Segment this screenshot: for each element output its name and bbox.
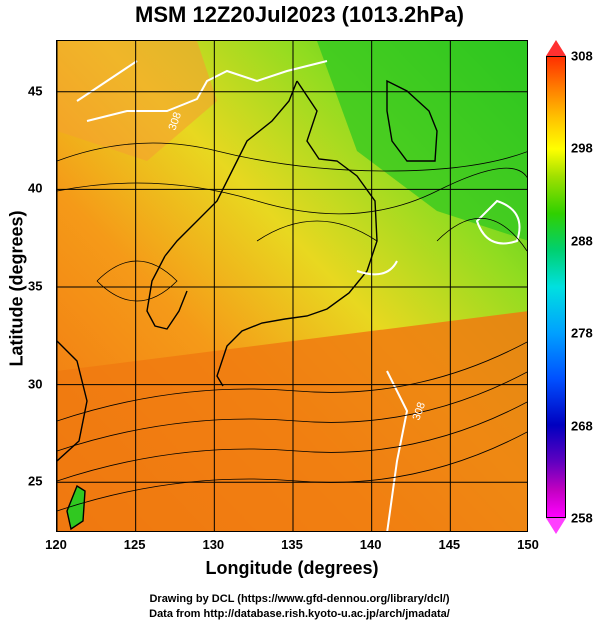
colorbar-min-arrow (546, 518, 566, 534)
warm-continent-region (57, 41, 217, 161)
colorbar-tick-label: 308 (571, 48, 593, 64)
y-tick-label: 25 (28, 473, 43, 489)
warm-sea-region (57, 311, 527, 531)
lat-lon-grid (57, 41, 527, 531)
contour-label-2: 308 (411, 401, 429, 422)
colorbar-tick-label: 268 (571, 418, 593, 434)
colorbar-max-arrow (546, 40, 566, 56)
y-tick-label: 45 (28, 83, 43, 99)
colorbar-tick-label: 288 (571, 233, 593, 249)
x-axis-label: Longitude (degrees) (205, 558, 379, 578)
colorbar-tick-label: 298 (571, 140, 593, 156)
x-tick-label: 140 (359, 537, 382, 552)
cool-north-region (317, 41, 527, 241)
x-tick-label: 130 (202, 537, 225, 552)
credit-data: Data from http://database.rish.kyoto-u.a… (149, 608, 450, 620)
y-tick-label: 30 (28, 376, 43, 392)
x-tick-label: 150 (517, 537, 539, 552)
map-svg: 308 308 (57, 41, 527, 531)
chart-title: MSM 12Z20Jul2023 (1013.2hPa) (135, 2, 464, 27)
x-tick-label: 145 (438, 537, 461, 552)
colorbar-tick-label: 278 (571, 325, 593, 341)
y-tick-label: 35 (28, 278, 43, 294)
y-axis-label: Latitude (degrees) (6, 210, 27, 367)
credit-drawing: Drawing by DCL (https://www.gfd-dennou.o… (149, 593, 450, 605)
x-tick-label: 135 (281, 537, 303, 552)
colorbar (546, 56, 566, 518)
colorbar-tick-label: 258 (571, 510, 593, 526)
y-tick-label: 40 (28, 180, 43, 196)
contour-label-1: 308 (167, 111, 185, 132)
x-tick-label: 120 (45, 537, 67, 552)
map-plot-area: 308 308 (56, 40, 528, 532)
isotherm-contours (76, 60, 521, 531)
streamlines (57, 142, 527, 512)
x-tick-label: 125 (123, 537, 146, 552)
